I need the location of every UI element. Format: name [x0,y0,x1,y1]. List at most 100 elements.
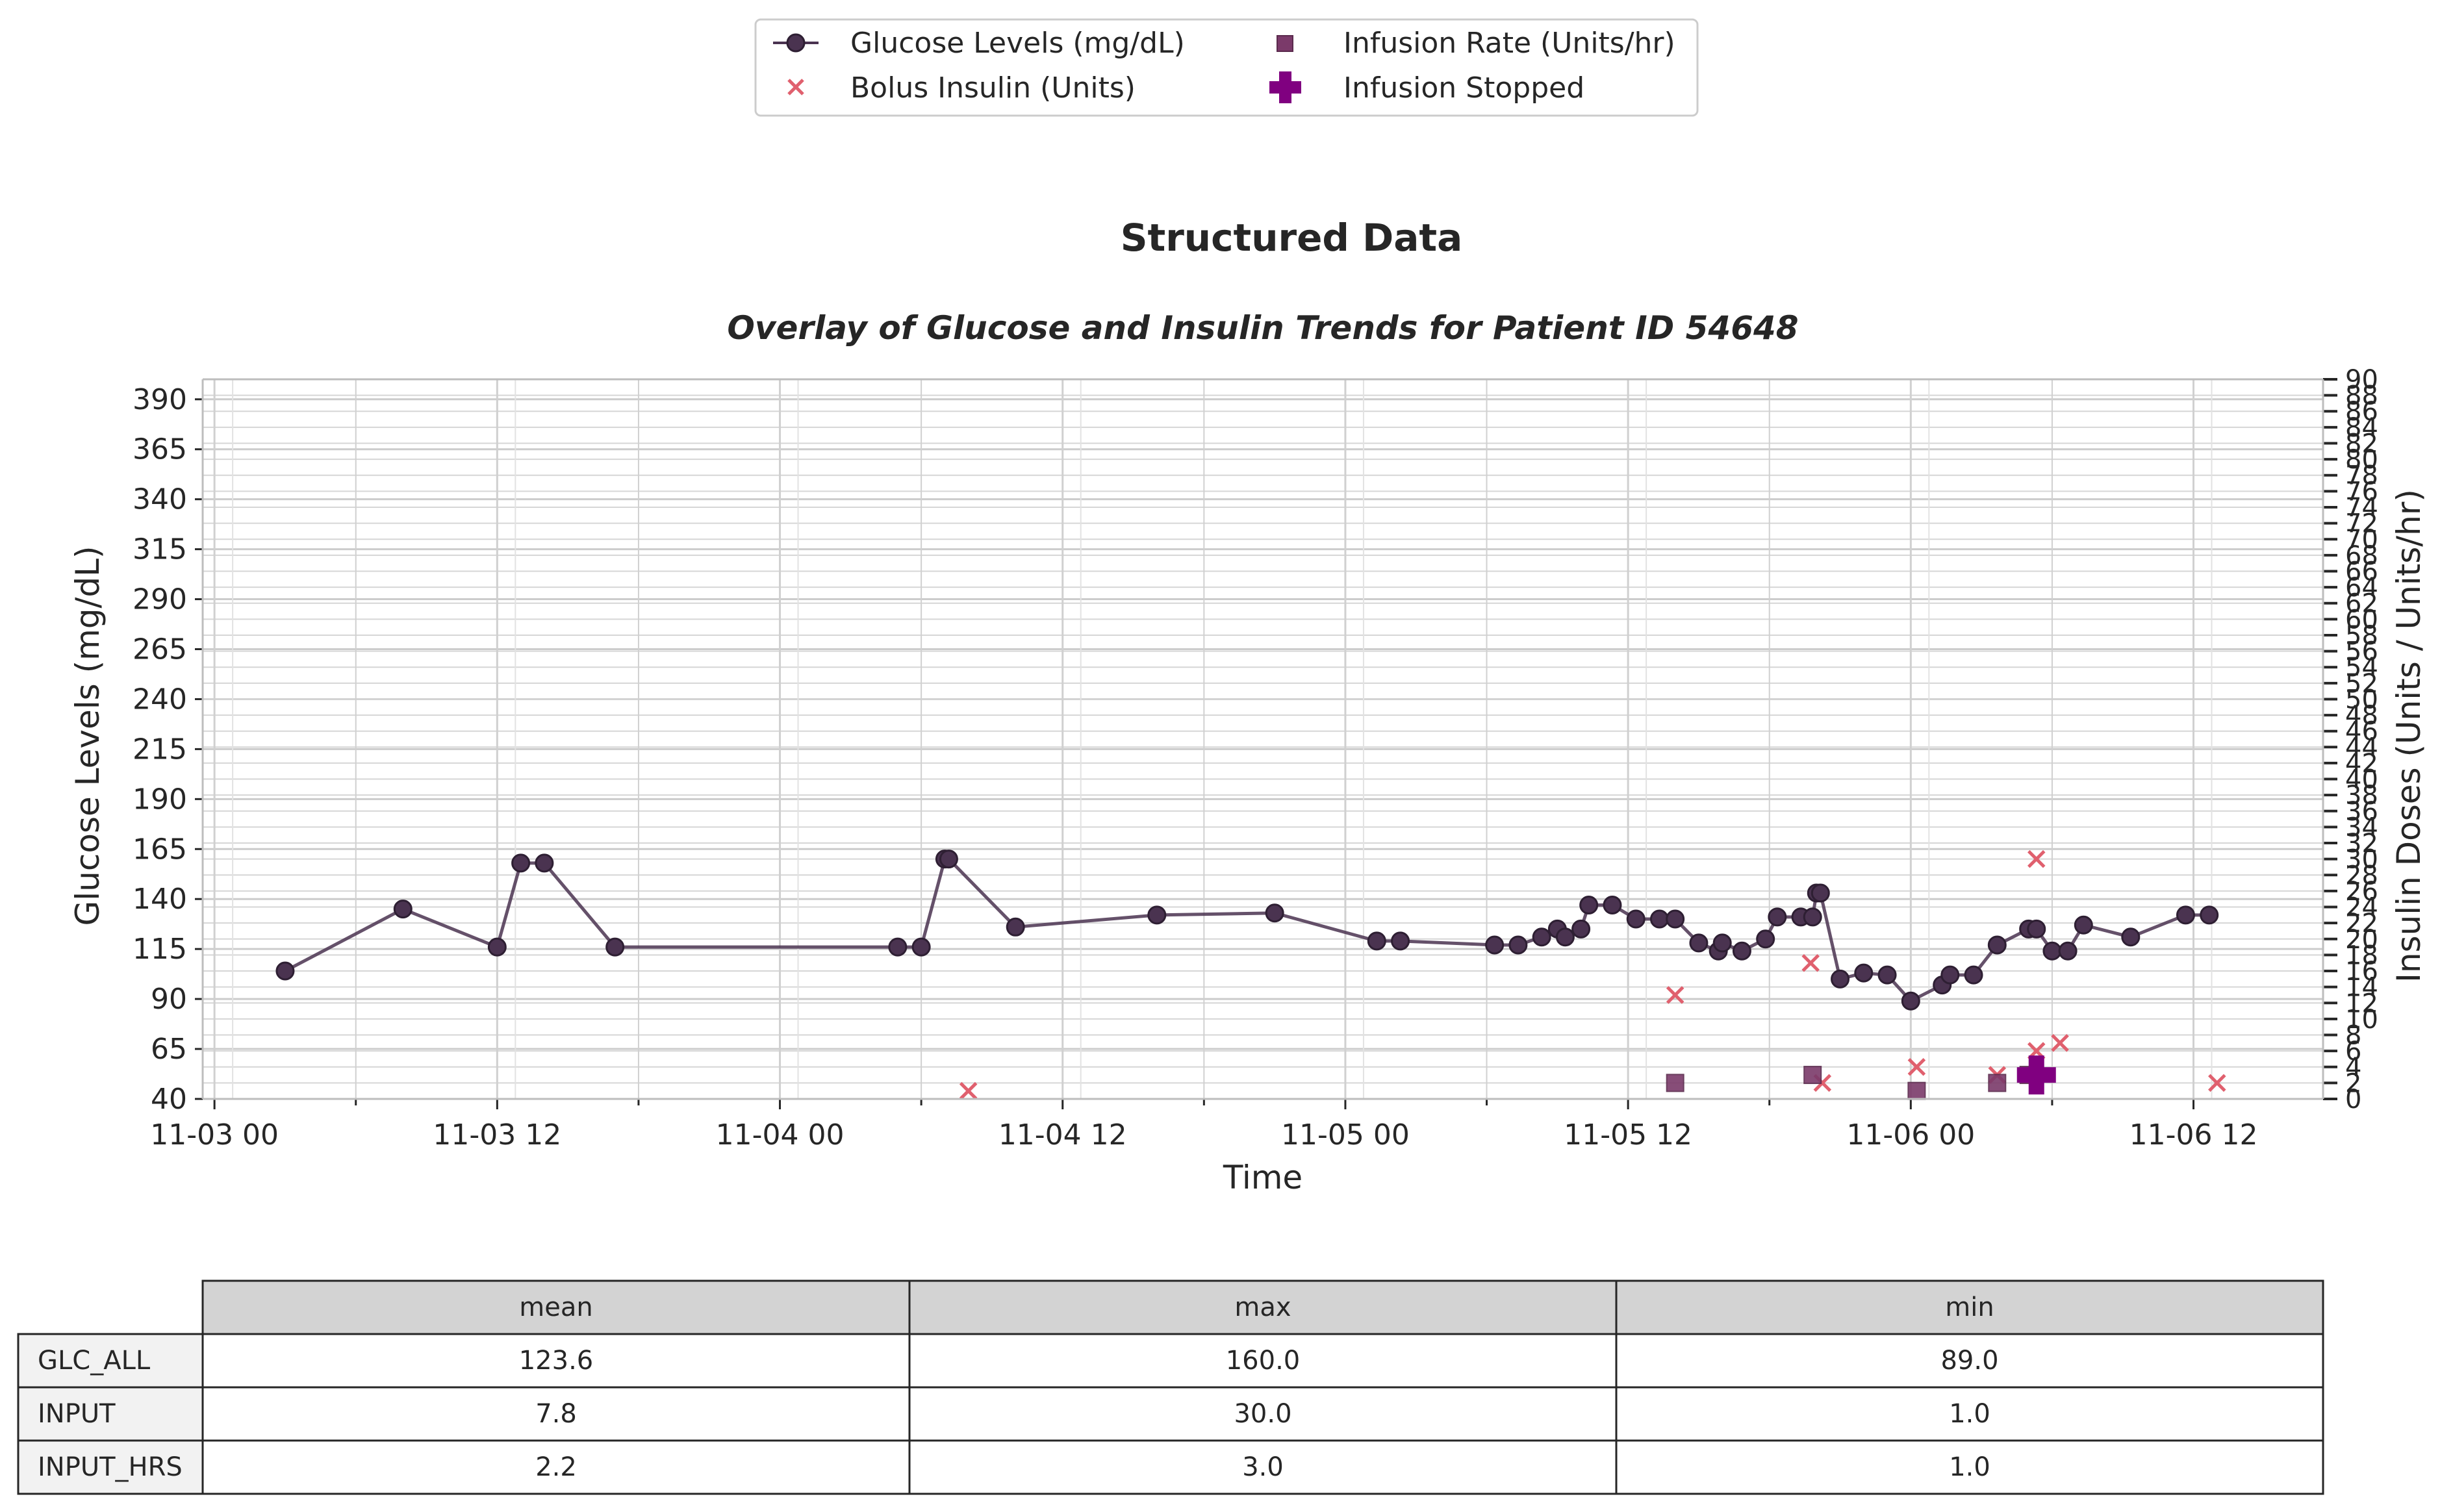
y-tick-label: 240 [133,683,187,716]
infusion-rate-point [1988,1074,2007,1092]
y2-tick-label: 76 [2345,477,2378,507]
plot-area [275,850,2226,1100]
y2-tick-label: 36 [2345,797,2378,827]
glucose-point [511,853,531,873]
glucose-point [1555,927,1575,947]
y-tick-label: 140 [133,883,187,916]
y2-tick-label: 32 [2345,829,2378,859]
y2-tick-label: 60 [2345,605,2378,635]
y2-tick-label: 10 [2345,1005,2378,1035]
y-tick-label: 40 [151,1083,187,1116]
legend-item-bolus: Bolus Insulin (Units) [787,71,1136,105]
y2-tick-label: 12 [2345,989,2378,1018]
table-cell [201,1439,911,1495]
y2-tick-label: 2 [2345,1068,2361,1098]
table-cell-value: 1.0 [1949,1452,1990,1482]
glucose-point [1756,929,1775,949]
x-tick-label: 11-05 12 [1564,1118,1692,1152]
table-cell [908,1333,1618,1389]
y2-tick-label: 16 [2345,957,2378,987]
infusion-rate-point [1907,1081,1926,1100]
table-cell [1615,1333,2324,1389]
glucose-point [1579,895,1599,914]
grid [203,379,2323,1100]
y2-tick-label: 20 [2345,925,2378,955]
y2-tick-label: 38 [2345,781,2378,811]
y2-tick-label: 56 [2345,637,2378,667]
table-row-label: GLC_ALL [38,1346,151,1376]
y-axis-label: Glucose Levels (mg/dL) [69,546,107,926]
infusion-stopped-point [2016,1055,2056,1095]
glucose-point [1367,931,1386,951]
glucose-point [393,900,413,919]
y2-tick-label: 64 [2345,573,2378,603]
y2-tick-label: 54 [2345,653,2378,683]
legend-bolus-x-icon [787,79,804,95]
table-cell-value: 1.0 [1949,1399,1990,1429]
glucose-point [1265,903,1284,923]
glucose-point [1508,935,1528,955]
glucose-point [1666,909,1685,929]
y2-tick-label: 62 [2345,589,2378,619]
glucose-point [2176,905,2195,925]
glucose-point [1571,919,1591,939]
y-tick-label: 165 [133,833,187,866]
y2-tick-label: 6 [2345,1037,2361,1066]
glucose-point [1768,907,1787,927]
x-tick-label: 11-06 00 [1846,1118,1975,1152]
glucose-point [275,961,295,981]
glucose-point [1147,905,1167,925]
y2-tick-label: 58 [2345,621,2378,651]
legend-infusion-rate-square-icon [1277,35,1293,52]
table-header-cell [201,1279,911,1335]
y2-tick-label: 70 [2345,525,2378,555]
y2-tick-label: 72 [2345,509,2378,539]
summary-table: mean max min GLC_ALL 123.6 160.0 89.0 INPUT 7.8 3… [17,1279,2324,1495]
legend-infusion-rate-label: Infusion Rate (Units/hr) [1343,27,1675,60]
glucose-point [1626,909,1646,929]
y2-tick-label: 78 [2345,461,2378,491]
y-tick-label: 315 [133,533,187,566]
x-tick-label: 11-04 00 [716,1118,845,1152]
legend-glucose-label: Glucose Levels (mg/dL) [850,27,1185,60]
bolus-point [2051,1034,2069,1052]
y2-axis-label: Insulin Doses (Units / Units/hr) [2390,489,2428,983]
glucose-point [1811,883,1830,903]
glucose-point [535,853,554,873]
legend-bolus-label: Bolus Insulin (Units) [850,71,1136,105]
glucose-point [1987,935,2007,955]
y-tick-label: 215 [133,733,187,766]
table-cell-value: 2.2 [535,1452,577,1482]
y2-tick-label: 40 [2345,765,2378,795]
table-cell [1615,1386,2324,1442]
y2-tick-label: 14 [2345,973,2378,1003]
table-header-label: mean [519,1292,592,1322]
glucose-point [939,850,958,869]
y2-tick-label: 18 [2345,940,2378,970]
table-cell-value: 7.8 [535,1399,577,1429]
y2-tick-label: 82 [2345,429,2378,459]
legend-glucose-marker-icon [786,33,806,53]
glucose-point [1964,965,1983,985]
y-tick-label: 340 [133,483,187,516]
glucose-point [1732,941,1751,961]
y-tick-label: 365 [133,433,187,466]
y2-tick-label: 66 [2345,557,2378,586]
chart-title: Overlay of Glucose and Insulin Trends fo… [727,309,1798,347]
legend-infusion-stopped-label: Infusion Stopped [1343,71,1584,105]
x-axis-label: Time [1223,1159,1303,1196]
glucose-point [1803,907,1822,927]
y-tick-label: 390 [133,383,187,416]
y2-tick-label: 50 [2345,685,2378,714]
glucose-point [911,937,931,957]
bolus-point [959,1081,978,1100]
glucose-point [2200,905,2219,925]
y2-tick-label: 22 [2345,909,2378,939]
glucose-point [2058,941,2078,961]
legend-frame [754,18,1699,117]
table-row-header-cell [17,1439,204,1495]
glucose-point [1877,965,1897,985]
x-tick-label: 11-06 12 [2129,1118,2258,1152]
glucose-point [1901,991,1920,1011]
glucose-point [605,937,625,957]
